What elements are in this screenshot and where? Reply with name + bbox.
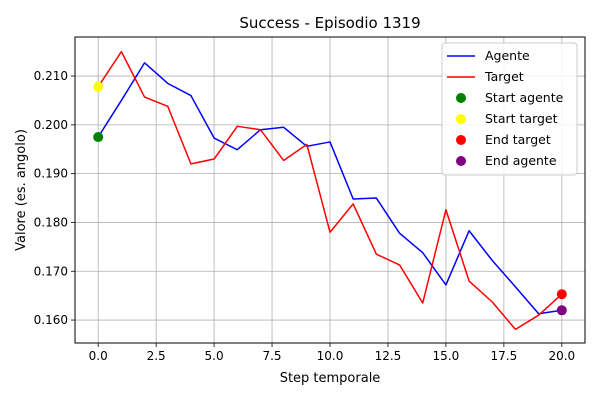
legend-label: Target <box>484 69 524 84</box>
x-tick-label: 5.0 <box>205 349 224 363</box>
x-axis-label: Step temporale <box>280 371 381 386</box>
marker-start-target <box>93 81 104 92</box>
marker-layer <box>93 81 567 316</box>
legend-marker-swatch <box>456 135 466 145</box>
y-tick-label: 0.210 <box>34 69 68 83</box>
legend-label: End target <box>485 132 551 147</box>
legend: Agente Target Start agente Start target End … <box>441 42 578 176</box>
y-axis-ticks: 0.160 0.170 0.180 0.190 0.200 0.210 <box>34 69 75 327</box>
chart-title: Success - Episodio 1319 <box>239 14 420 32</box>
y-tick-label: 0.160 <box>34 313 68 327</box>
x-axis-ticks: 0.0 2.5 5.0 7.5 10.0 12.5 15.0 17.5 20.0 <box>89 343 575 363</box>
legend-label: Start target <box>485 111 558 126</box>
y-tick-label: 0.180 <box>34 215 68 229</box>
x-tick-label: 10.0 <box>317 349 344 363</box>
marker-end-agente <box>556 305 567 316</box>
legend-marker-swatch <box>456 93 466 103</box>
x-tick-label: 12.5 <box>375 349 402 363</box>
x-tick-label: 0.0 <box>89 349 108 363</box>
legend-marker-swatch <box>456 114 466 124</box>
legend-label: Start agente <box>485 90 564 105</box>
legend-marker-swatch <box>456 156 466 166</box>
x-tick-label: 20.0 <box>548 349 575 363</box>
marker-start-agente <box>93 132 104 143</box>
y-tick-label: 0.200 <box>34 118 68 132</box>
y-tick-label: 0.170 <box>34 264 68 278</box>
legend-box <box>441 42 578 176</box>
x-tick-label: 7.5 <box>262 349 281 363</box>
x-tick-label: 15.0 <box>433 349 460 363</box>
y-axis-label: Valore (es. angolo) <box>14 129 29 251</box>
y-tick-label: 0.190 <box>34 167 68 181</box>
legend-label: Agente <box>485 48 530 63</box>
legend-label: End agente <box>485 153 557 168</box>
series-layer <box>97 50 563 331</box>
x-tick-label: 17.5 <box>491 349 518 363</box>
series-line-target <box>97 50 563 331</box>
series-line-agente <box>97 62 562 315</box>
x-tick-label: 2.5 <box>147 349 166 363</box>
marker-end-target <box>556 289 567 300</box>
